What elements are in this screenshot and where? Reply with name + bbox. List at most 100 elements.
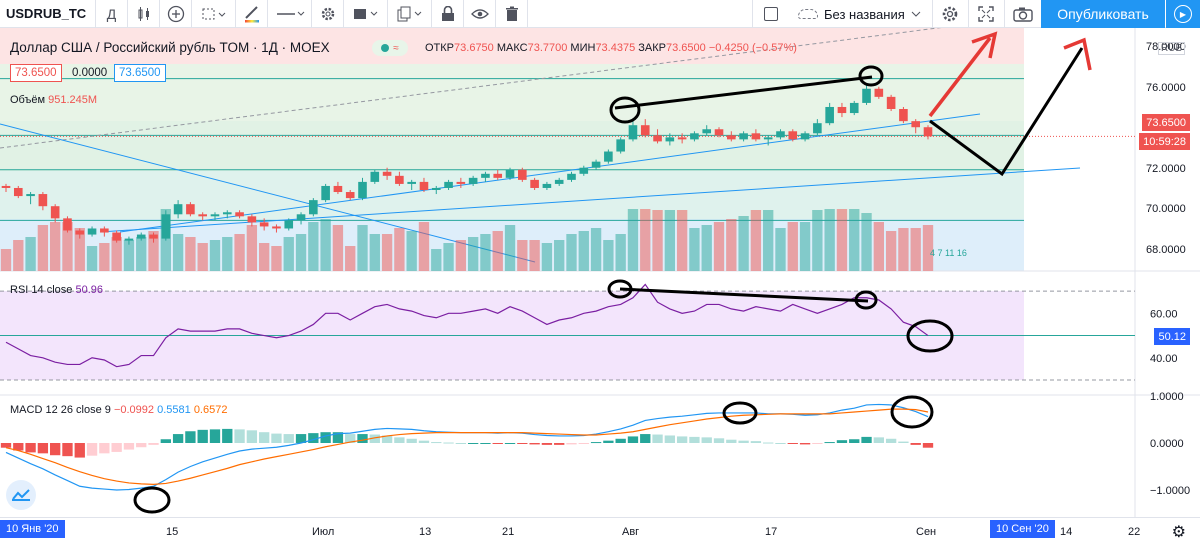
ascending-trendline[interactable] [119, 113, 981, 233]
volume-bar [615, 234, 626, 271]
annotation-line[interactable] [614, 75, 873, 110]
volume-bar [418, 222, 430, 271]
delay-icon: ≈ [393, 42, 399, 54]
red-arrow-head[interactable] [971, 31, 998, 59]
time-axis-start-tag: 10 Янв '20 [0, 520, 65, 538]
publish-button[interactable]: Опубликовать [1041, 0, 1165, 28]
layout-name-button[interactable]: Без названия [790, 0, 930, 28]
volume-bar [209, 240, 221, 271]
volume-bar [787, 222, 798, 271]
checkbox-icon[interactable] [752, 0, 788, 28]
cloud-icon [798, 9, 818, 19]
candle-body [899, 109, 908, 122]
macd-histogram-bar [50, 443, 61, 456]
time-axis[interactable]: 10 Янв '20 15 Июл 13 21 Авг 17 Сен 10 Се… [0, 517, 1200, 551]
square-fill-icon[interactable] [344, 0, 388, 28]
dashed-trendline[interactable] [0, 28, 1000, 149]
play-button[interactable]: ▶ [1166, 0, 1200, 28]
candle-body [382, 171, 392, 176]
candle-body [370, 171, 380, 182]
candle-body [505, 169, 515, 178]
interval-button[interactable]: Д [96, 0, 128, 28]
volume-bar [345, 246, 356, 271]
macd-histogram-bar [910, 443, 921, 445]
candle-body [87, 228, 97, 235]
plus-circle-icon[interactable] [160, 0, 192, 28]
settings-icon[interactable] [932, 0, 966, 28]
macd-histogram-bar [295, 434, 307, 443]
fullscreen-icon[interactable] [968, 0, 1002, 28]
candle-body [763, 137, 773, 140]
market-status-badge[interactable]: ≈ [372, 40, 408, 56]
red-arrow[interactable] [928, 36, 992, 118]
macd-histogram-bar [824, 442, 835, 444]
macd-histogram-bar [885, 438, 897, 443]
time-label: 14 [1060, 526, 1073, 538]
lock-icon[interactable] [432, 0, 464, 28]
macd-histogram-bar [652, 434, 663, 443]
volume-bar [357, 225, 368, 271]
candle-body [776, 131, 785, 138]
candle-body [493, 173, 503, 178]
volume-bar [480, 234, 491, 271]
macd-histogram-bar [357, 434, 368, 443]
macd-histogram-bar [504, 443, 516, 444]
trash-icon[interactable] [496, 0, 528, 28]
bar-style-icon[interactable] [192, 0, 236, 28]
chart-canvas[interactable]: 60.00 40.00 1.0000 0.0000 −1.0000 [0, 28, 1200, 517]
macd-histogram-bar [529, 443, 540, 445]
macd-histogram-bar [726, 439, 737, 443]
macd-histogram-bar [922, 443, 934, 448]
tradingview-logo-icon[interactable] [6, 480, 36, 510]
annotation-circle[interactable] [906, 319, 954, 353]
descending-trendline[interactable] [0, 123, 536, 263]
annotation-circle[interactable] [890, 395, 934, 429]
annotation-circle[interactable] [858, 65, 884, 87]
volume-bar [381, 234, 393, 271]
macd-histogram-bar [763, 442, 774, 444]
brush-icon[interactable] [236, 0, 268, 28]
candle-body [395, 175, 404, 184]
macd-histogram-bar [345, 434, 356, 443]
macd-histogram-bar [308, 433, 319, 443]
macd-histogram-bar [787, 443, 798, 444]
top-toolbar: USDRUB_TC Д [0, 0, 1200, 28]
candle-body [431, 187, 441, 190]
eye-icon[interactable] [464, 0, 496, 28]
candles-icon[interactable] [128, 0, 160, 28]
chart-settings-icon[interactable]: ⚙ [1171, 524, 1186, 541]
candle-body [198, 214, 207, 217]
annotation-circle[interactable] [722, 401, 758, 425]
candle-body [727, 135, 736, 140]
candle-body [530, 179, 539, 188]
camera-icon[interactable] [1004, 0, 1040, 28]
macd-histogram-bar [849, 439, 860, 443]
candle-body [911, 121, 921, 128]
macd-histogram-bar [554, 443, 565, 445]
macd-histogram-bar [320, 432, 331, 443]
annotation-line[interactable] [619, 287, 869, 303]
rsi-line [5, 283, 929, 368]
candle-body [345, 192, 355, 199]
annotation-circle[interactable] [609, 96, 641, 124]
macd-histogram-bar [541, 443, 553, 445]
macd-histogram-bar [25, 443, 36, 453]
macd-legend: MACD 12 26 close 9 −0.0992 0.5581 0.6572 [10, 404, 228, 416]
annotation-circle[interactable] [133, 486, 171, 514]
candle-body [849, 102, 859, 114]
red-arrow-head[interactable] [1063, 37, 1092, 71]
volume-bar [99, 243, 110, 271]
annotation-arrow-path[interactable] [929, 47, 1084, 177]
candle-body [579, 167, 589, 174]
currency-label[interactable]: RUB [1158, 42, 1186, 55]
line-style-icon[interactable] [268, 0, 312, 28]
copy-icon[interactable] [388, 0, 432, 28]
price-scale-label: 78.0000 [1146, 41, 1186, 54]
macd-histogram-bar [836, 440, 848, 443]
candle-body [518, 169, 527, 180]
support-trendline[interactable] [99, 167, 1081, 233]
symbol-search-button[interactable]: USDRUB_TC [0, 0, 96, 28]
volume-bar [172, 234, 184, 271]
gear-icon[interactable] [312, 0, 344, 28]
volume-bar [111, 237, 122, 271]
